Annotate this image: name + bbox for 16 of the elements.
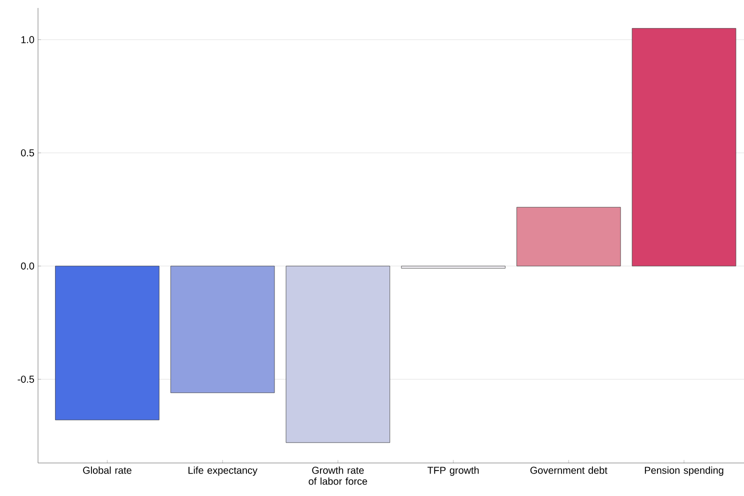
y-tick-label: 0.0	[21, 262, 34, 270]
x-tick-label: TFP growth	[428, 466, 479, 476]
x-tick-label: Pension spending	[644, 466, 724, 476]
y-tick-label: 0.5	[21, 149, 34, 156]
x-tick-label: Government debt	[530, 466, 608, 474]
bar	[170, 266, 275, 394]
y-tick-label: 1.0	[21, 36, 34, 44]
bar	[286, 266, 390, 443]
bar	[401, 266, 506, 269]
bar	[516, 206, 621, 266]
x-tick-label: Growth rate of labor force	[308, 466, 368, 485]
bar	[632, 28, 736, 266]
bar	[55, 266, 160, 420]
x-tick-label: Global rate	[83, 466, 132, 474]
y-tick-label: -0.5	[18, 376, 34, 383]
x-tick-label: Life expectancy	[188, 466, 258, 476]
